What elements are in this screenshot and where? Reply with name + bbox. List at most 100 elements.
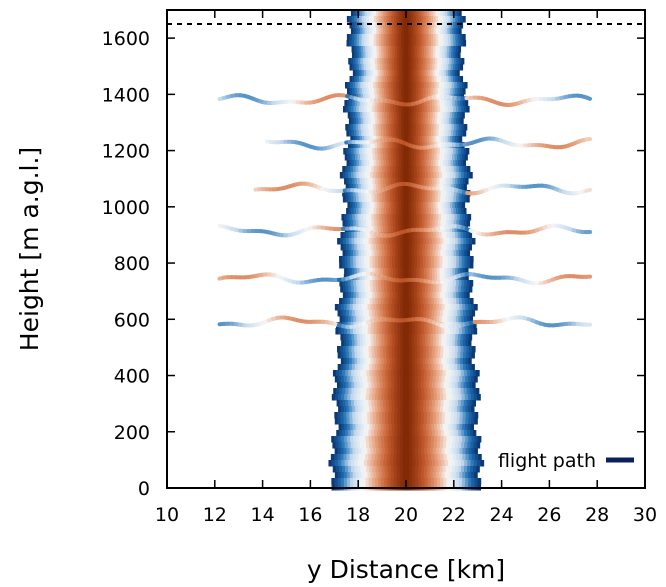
heatmap-cell [442, 178, 446, 185]
heatmap-cell [364, 328, 369, 335]
heatmap-cell [429, 268, 433, 275]
heatmap-cell [365, 436, 370, 443]
heatmap-cell [429, 322, 433, 329]
heatmap-cell [406, 262, 410, 269]
heatmap-cell [420, 34, 424, 41]
heatmap-cell [438, 340, 442, 347]
heatmap-cell [383, 82, 387, 89]
heatmap-cell [456, 190, 460, 197]
heatmap-cell [420, 322, 425, 329]
heatmap-cell [432, 196, 436, 203]
heatmap-cell [446, 52, 450, 59]
heatmap-cell [374, 46, 378, 53]
heatmap-cell [362, 478, 367, 485]
heatmap-cell [421, 292, 426, 299]
heatmap-cell [425, 202, 429, 209]
heatmap-cell [379, 142, 383, 149]
heatmap-cell [342, 292, 347, 299]
heatmap-cell [381, 208, 385, 215]
heatmap-cell [352, 142, 356, 149]
heatmap-cell [357, 460, 362, 467]
heatmap-cell [343, 232, 347, 239]
heatmap-cell [464, 124, 468, 131]
heatmap-cell [379, 166, 383, 173]
heatmap-cell [411, 406, 416, 413]
heatmap-cell [355, 220, 359, 227]
heatmap-cell [406, 136, 409, 143]
heatmap-cell [357, 10, 361, 17]
heatmap-cell [420, 64, 424, 71]
heatmap-cell [384, 22, 388, 29]
heatmap-cell [419, 10, 423, 17]
x-tick-label: 10 [155, 504, 179, 526]
heatmap-cell [384, 166, 389, 173]
heatmap-cell [452, 382, 456, 389]
heatmap-cell [360, 340, 364, 347]
heatmap-cell [428, 424, 432, 431]
heatmap-cell [425, 40, 429, 47]
heatmap-cell [455, 280, 460, 287]
heatmap-cell [387, 466, 392, 473]
heatmap-cell [436, 334, 440, 341]
heatmap-cell [440, 346, 444, 353]
heatmap-cell [419, 190, 423, 197]
heatmap-cell [362, 82, 366, 89]
heatmap-cell [377, 406, 382, 413]
heatmap-cell [406, 70, 409, 77]
heatmap-cell [411, 262, 415, 269]
heatmap-cell [395, 154, 399, 161]
heatmap-cell [372, 118, 376, 125]
heatmap-cell [397, 430, 401, 437]
heatmap-cell [462, 472, 466, 479]
heatmap-cell [456, 10, 460, 17]
heatmap-cell [442, 202, 446, 209]
heatmap-cell [384, 118, 388, 125]
heatmap-cell [414, 70, 418, 77]
heatmap-cell [469, 346, 473, 353]
heatmap-cell [450, 292, 454, 299]
heatmap-cell [436, 316, 440, 323]
heatmap-cell [363, 64, 367, 71]
heatmap-cell [397, 328, 401, 335]
heatmap-cell [355, 112, 359, 119]
heatmap-cell [458, 10, 462, 17]
heatmap-cell [448, 370, 453, 377]
heatmap-cell [359, 274, 363, 281]
heatmap-cell [410, 28, 414, 35]
heatmap-cell [426, 376, 431, 383]
heatmap-cell [356, 328, 360, 335]
heatmap-cell [362, 334, 366, 341]
heatmap-cell [430, 466, 435, 473]
heatmap-cell [397, 262, 402, 269]
heatmap-cell [376, 418, 380, 425]
heatmap-cell [383, 262, 388, 269]
heatmap-cell [431, 310, 436, 317]
heatmap-cell [359, 400, 364, 407]
heatmap-cell [403, 328, 407, 335]
heatmap-cell [401, 118, 405, 125]
heatmap-cell [449, 10, 453, 17]
heatmap-cell [403, 154, 407, 161]
heatmap-cell [351, 268, 356, 275]
heatmap-cell [356, 208, 360, 215]
heatmap-cell [463, 388, 468, 395]
heatmap-cell [352, 154, 356, 161]
heatmap-cell [439, 178, 443, 185]
heatmap-cell [432, 70, 436, 77]
heatmap-cell [430, 442, 435, 449]
heatmap-cell [364, 472, 369, 479]
heatmap-cell [391, 160, 395, 167]
heatmap-cell [457, 268, 461, 275]
heatmap-cell [415, 478, 420, 485]
heatmap-cell [363, 292, 368, 299]
heatmap-cell [397, 448, 401, 455]
heatmap-cell [350, 142, 354, 149]
heatmap-cell [441, 316, 446, 323]
heatmap-cell [373, 418, 377, 425]
heatmap-cell [358, 148, 363, 155]
heatmap-cell [429, 250, 434, 257]
heatmap-cell [371, 166, 375, 173]
heatmap-cell [427, 58, 431, 65]
heatmap-cell [349, 352, 353, 359]
heatmap-cell [420, 112, 424, 119]
